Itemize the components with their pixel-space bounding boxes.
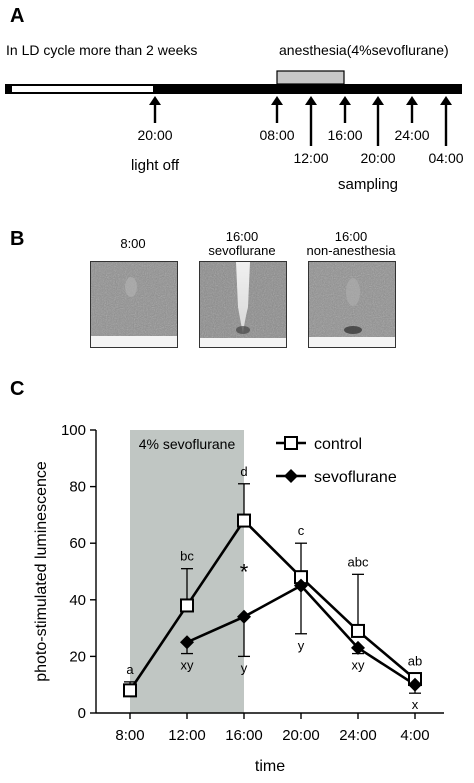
panel-c-letter: C bbox=[10, 378, 25, 400]
legend-control-label: control bbox=[314, 436, 362, 453]
y-tick-label-40: 40 bbox=[69, 592, 86, 609]
sevoflurane-letter-3: xy bbox=[352, 658, 366, 673]
sevoflurane-letter-0: xy bbox=[181, 658, 195, 673]
image-label-non-anesthesia: non-anesthesia bbox=[306, 243, 396, 258]
anesthesia-text: anesthesia(4%sevoflurane) bbox=[279, 42, 449, 58]
light-off-time: 20:00 bbox=[137, 127, 173, 143]
x-tick-label-4: 24:00 bbox=[339, 727, 377, 744]
ld-cycle-text: In LD cycle more than 2 weeks bbox=[6, 42, 198, 58]
sampling-time-1600: 16:00 bbox=[327, 127, 363, 143]
panel-a-letter: A bbox=[10, 5, 25, 27]
image-label-1600-non-time: 16:00 bbox=[334, 229, 368, 244]
sampling-time-0800: 08:00 bbox=[259, 127, 295, 143]
image-label-1600-sevo-time: 16:00 bbox=[225, 229, 259, 244]
sevoflurane-point-1 bbox=[237, 609, 251, 624]
control-point-1 bbox=[180, 598, 194, 613]
micrograph-1600-sevoflurane bbox=[199, 261, 287, 348]
control-letter-2: d bbox=[240, 464, 247, 479]
sampling-time-2400: 24:00 bbox=[394, 127, 430, 143]
sevoflurane-point-0 bbox=[180, 635, 194, 650]
legend-control-marker bbox=[284, 436, 298, 450]
control-letter-3: c bbox=[298, 523, 305, 538]
micrograph-1600-non-anesthesia bbox=[308, 261, 396, 348]
timeline-black-bar bbox=[5, 84, 462, 94]
y-tick-label-0: 0 bbox=[78, 705, 86, 722]
sampling-arrow-upper-2 bbox=[406, 96, 418, 123]
shaded-region-label: 4% sevoflurane bbox=[139, 436, 236, 452]
control-point-4 bbox=[351, 623, 365, 638]
sevoflurane-point-4 bbox=[408, 677, 422, 692]
control-series-line bbox=[128, 518, 416, 692]
y-tick-label-100: 100 bbox=[61, 422, 86, 439]
sampling-time-1200: 12:00 bbox=[293, 150, 329, 166]
x-tick-label-2: 16:00 bbox=[225, 727, 263, 744]
image-label-sevoflurane: sevoflurane bbox=[208, 243, 276, 258]
sampling-arrow-lower-2 bbox=[440, 96, 452, 146]
sevoflurane-letter-2: y bbox=[298, 638, 305, 653]
sevoflurane-point-3 bbox=[351, 640, 365, 655]
sampling-arrow-lower-0 bbox=[305, 96, 317, 146]
sampling-arrow-upper-1 bbox=[339, 96, 351, 123]
y-tick-label-20: 20 bbox=[69, 648, 86, 665]
control-letter-4: abc bbox=[348, 554, 369, 569]
sampling-arrow-upper-0 bbox=[271, 96, 283, 123]
x-tick-label-5: 4:00 bbox=[400, 727, 429, 744]
timeline-diagram bbox=[5, 70, 462, 146]
control-letter-1: bc bbox=[180, 549, 194, 564]
image-label-0800: 8:00 bbox=[120, 236, 146, 251]
anesthesia-box bbox=[276, 70, 345, 85]
sevoflurane-letter-4: x bbox=[412, 697, 419, 712]
sampling-time-0400: 04:00 bbox=[428, 150, 464, 166]
control-point-2 bbox=[237, 513, 251, 528]
x-tick-label-1: 12:00 bbox=[168, 727, 206, 744]
legend-sevoflurane-marker bbox=[284, 469, 298, 483]
luminescence-chart: 4% sevoflurane 0 20 40 60 80 100 8:00 12:00 16:… bbox=[33, 422, 444, 775]
sampling-arrow-lower-1 bbox=[372, 96, 384, 146]
legend: control sevoflurane bbox=[276, 436, 397, 486]
y-axis-label: photo-stimulated luminescence bbox=[33, 461, 50, 682]
control-point-0 bbox=[123, 683, 137, 698]
micrograph-0800 bbox=[90, 261, 178, 348]
y-tick-label-80: 80 bbox=[69, 479, 86, 496]
y-tick-label-60: 60 bbox=[69, 535, 86, 552]
legend-sevoflurane-label: sevoflurane bbox=[314, 469, 397, 486]
x-tick-label-0: 8:00 bbox=[115, 727, 144, 744]
x-axis-label: time bbox=[255, 758, 285, 775]
timeline-light-period bbox=[12, 86, 153, 92]
sampling-time-2000: 20:00 bbox=[360, 150, 396, 166]
light-off-arrow bbox=[149, 96, 161, 123]
significance-asterisk: * bbox=[240, 560, 249, 585]
sampling-label: sampling bbox=[337, 176, 399, 193]
x-tick-label-3: 20:00 bbox=[282, 727, 320, 744]
panel-b-letter: B bbox=[10, 228, 25, 250]
sevoflurane-point-2 bbox=[294, 578, 308, 593]
sevoflurane-letter-1: y bbox=[241, 660, 248, 675]
control-letter-0: a bbox=[126, 662, 134, 677]
control-letter-5: ab bbox=[408, 653, 422, 668]
light-off-label: light off bbox=[130, 157, 180, 174]
